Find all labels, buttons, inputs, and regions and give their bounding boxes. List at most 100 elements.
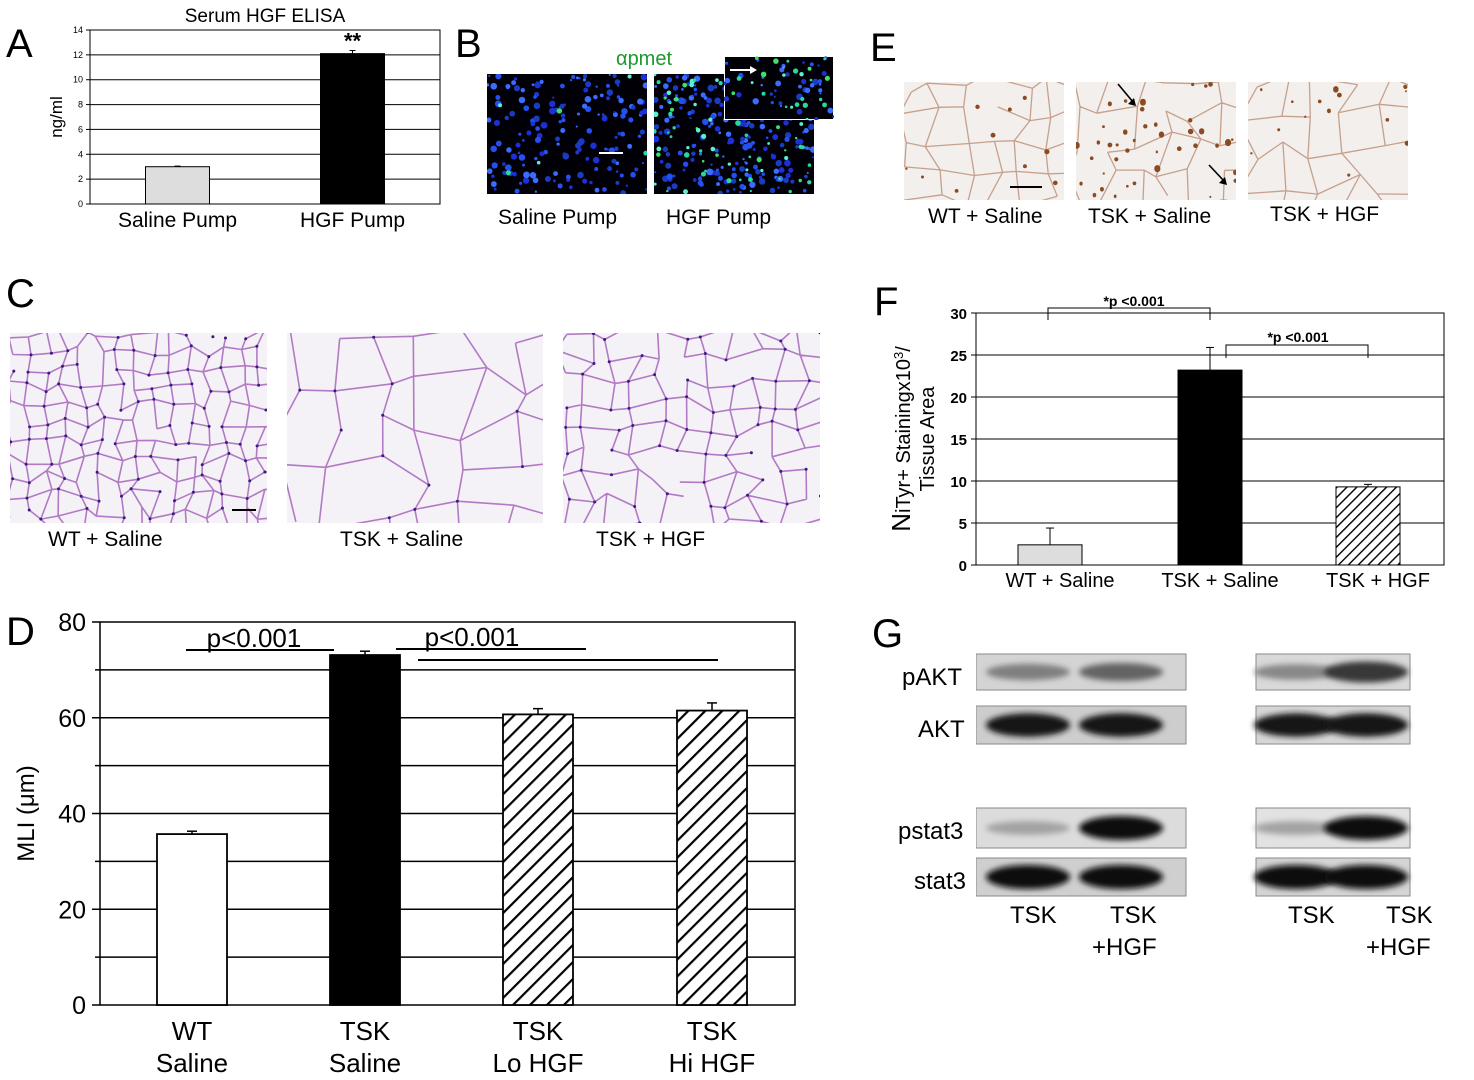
nucleus	[577, 147, 582, 152]
nucleus	[742, 157, 745, 161]
nucleus	[654, 171, 657, 174]
blot-band	[986, 821, 1070, 835]
nucleus	[584, 96, 592, 103]
pmet-signal	[822, 102, 827, 108]
nucleus	[710, 122, 714, 126]
pmet-signal	[818, 97, 823, 102]
pmet-signal	[799, 71, 804, 77]
nucleus	[805, 146, 809, 150]
nucleus	[722, 155, 725, 158]
pmet-signal	[809, 78, 813, 82]
nucleus	[714, 148, 719, 153]
nucleus	[827, 107, 834, 114]
nucleus	[724, 96, 730, 102]
nucleus	[706, 168, 714, 176]
nucleus	[693, 87, 698, 92]
b-caption-hgf: HGF Pump	[666, 206, 772, 229]
g-lane-label-tsk-hgf-1a: TSK	[1110, 902, 1157, 929]
panel-letter-f: F	[874, 280, 899, 324]
f-bar	[1335, 486, 1401, 566]
nucleus	[663, 128, 671, 135]
nucleus	[560, 113, 566, 118]
nucleus	[775, 160, 782, 167]
e-caption-tsk-hgf: TSK + HGF	[1270, 203, 1380, 226]
nucleus	[769, 92, 773, 96]
nucleus	[817, 64, 820, 67]
nucleus	[589, 180, 593, 185]
nucleus	[748, 135, 751, 139]
nucleus	[744, 161, 747, 164]
d-tick-label: 20	[58, 896, 86, 924]
nucleus	[511, 80, 517, 86]
nucleus	[616, 95, 621, 99]
nucleus	[715, 172, 718, 175]
a-tick-label: 2	[78, 174, 83, 184]
g-lane-label-tsk-hgf-1b: +HGF	[1092, 934, 1157, 961]
nucleus	[682, 168, 686, 172]
pmet-signal	[735, 120, 741, 126]
pmet-signal	[750, 81, 754, 85]
nucleus	[559, 103, 565, 109]
nucleus	[510, 153, 518, 160]
a-category-label: Saline Pump	[118, 209, 237, 232]
g-row-label-pstat3: pstat3	[898, 818, 964, 845]
d-category-label: Saline	[329, 1048, 401, 1078]
nucleus	[612, 112, 618, 118]
nucleus	[706, 97, 713, 104]
nucleus	[778, 101, 783, 106]
blot-band	[1079, 663, 1163, 681]
f-tick-label: 5	[959, 516, 967, 533]
pmet-signal	[788, 189, 792, 194]
pmet-signal	[760, 71, 767, 78]
nucleus	[795, 145, 799, 149]
nucleus	[634, 167, 639, 172]
nucleus	[502, 170, 507, 176]
nucleus	[692, 178, 697, 182]
nucleus	[505, 83, 511, 89]
c-micrograph-tsk-saline	[287, 333, 543, 523]
nucleus	[724, 81, 727, 86]
blot-band	[1324, 713, 1408, 737]
nucleus	[614, 79, 621, 85]
nucleus	[738, 190, 742, 194]
nucleus	[817, 79, 823, 84]
nucleus	[559, 83, 565, 89]
g-lane-label-tsk-2: TSK	[1288, 902, 1335, 929]
nucleus	[599, 93, 604, 98]
pmet-signal	[794, 102, 800, 107]
nucleus	[672, 115, 675, 119]
pmet-signal	[708, 117, 713, 122]
pmet-signal	[778, 177, 781, 181]
nucleus	[534, 136, 542, 143]
f-tick-label: 20	[950, 390, 967, 407]
c-micrograph-tsk-hgf	[563, 333, 820, 523]
nucleus	[553, 171, 558, 177]
nucleus	[818, 82, 822, 86]
nucleus	[552, 96, 555, 99]
pmet-signal	[505, 170, 511, 176]
d-category-label: TSK	[513, 1016, 564, 1046]
nucleus	[658, 130, 663, 135]
nucleus	[809, 62, 814, 67]
nucleus	[758, 175, 763, 179]
nucleus	[693, 84, 697, 87]
nucleus	[549, 107, 556, 115]
nucleus	[814, 117, 819, 120]
nucleus	[608, 74, 611, 76]
nucleus	[578, 77, 581, 80]
pmet-signal	[498, 103, 503, 108]
nucleus	[512, 171, 517, 177]
nucleus	[513, 85, 521, 92]
f-category-label: TSK + HGF	[1326, 570, 1430, 592]
nucleus	[575, 125, 578, 128]
a-tick-label: 10	[73, 75, 83, 85]
nucleus	[533, 115, 540, 123]
nucleus	[774, 89, 777, 93]
pmet-signal	[556, 108, 563, 114]
d-bar	[502, 713, 574, 1006]
d-tick-label: 40	[58, 801, 86, 829]
nucleus	[558, 120, 562, 124]
nucleus	[809, 83, 815, 88]
pmet-signal	[701, 133, 707, 139]
nucleus	[765, 136, 769, 140]
